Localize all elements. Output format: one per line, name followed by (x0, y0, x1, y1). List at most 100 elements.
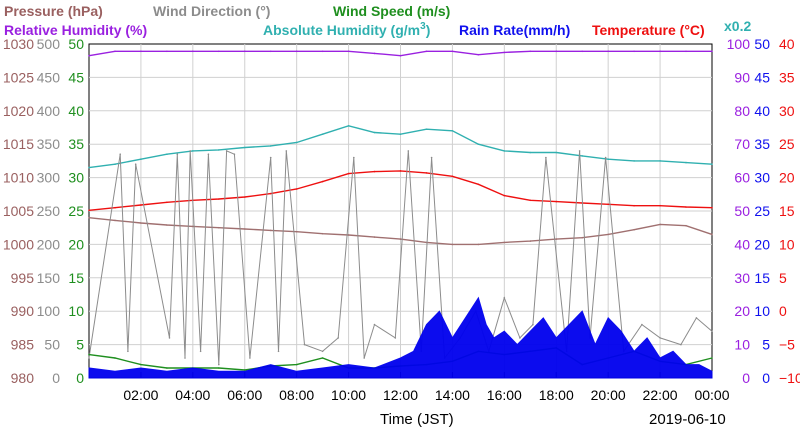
legend-absolute-humidity-close: ) (426, 22, 431, 38)
relative_humidity-data-point (503, 51, 506, 54)
pressure-data-point (581, 236, 583, 239)
relative_humidity-tick-label: 50 (734, 203, 750, 219)
pressure-data-point (347, 234, 350, 236)
relative_humidity-data-point (114, 163, 116, 165)
wind_speed-data-point (321, 357, 324, 359)
x-tick-label: 06:00 (227, 387, 262, 403)
relative_humidity-tick-label: 90 (734, 69, 750, 85)
temperature-data-point (373, 170, 376, 173)
pressure-tick-label: 985 (11, 337, 35, 353)
x-tick-label: 02:00 (123, 387, 158, 403)
temperature-data-point (166, 201, 168, 204)
pressure-data-point (659, 223, 661, 226)
relative_humidity-tick-label: 20 (734, 303, 750, 319)
temperature-data-point (321, 180, 324, 183)
wind_direction-data-point (394, 337, 397, 339)
relative_humidity-tick-label: 30 (734, 270, 750, 286)
temperature-data-point (711, 206, 713, 209)
rain_rate-tick-label: 30 (754, 170, 770, 186)
temperature-data-point (555, 200, 558, 203)
wind_speed-data-point (114, 357, 116, 359)
legend-absolute-humidity: Absolute Humidity (g/m3) (263, 21, 430, 38)
legend-absolute-humidity-scale: x0.2 (724, 18, 751, 34)
wind_direction-data-point (659, 337, 661, 339)
wind_direction-data-point (127, 350, 129, 353)
relative_humidity-data-point (399, 54, 402, 57)
relative_humidity-data-point (373, 52, 376, 55)
relative_humidity-tick-label: 0 (742, 370, 750, 386)
legend-rain-rate: Rain Rate(mm/h) (459, 22, 570, 38)
wind_direction-data-point (207, 153, 210, 155)
pressure-data-point (607, 233, 609, 236)
wind_direction-data-point (277, 350, 280, 353)
wind_direction-data-point (363, 357, 366, 359)
relative_humidity-data-point (347, 50, 350, 53)
wind_direction-data-point (269, 156, 272, 159)
relative_humidity-data-point (477, 53, 480, 56)
wind_direction-data-point (176, 153, 179, 155)
wind_direction-data-point (218, 363, 220, 366)
temperature-data-point (477, 183, 480, 186)
x-tick-label: 04:00 (175, 387, 210, 403)
wind_direction-tick-label: 400 (37, 103, 61, 119)
rain_rate-tick-label: 10 (754, 303, 770, 319)
wind_direction-data-point (303, 343, 306, 346)
temperature-tick-label: −10 (779, 370, 800, 386)
temperature-data-point (685, 206, 687, 208)
rain_rate-tick-label: 40 (754, 103, 770, 119)
relative_humidity-data-point (88, 54, 90, 57)
relative_humidity-data-point (659, 50, 661, 53)
wind_direction-data-point (321, 350, 324, 353)
pressure-tick-label: 1020 (3, 103, 34, 119)
temperature-data-point (295, 188, 298, 190)
temperature-tick-label: 5 (779, 270, 787, 286)
relative_humidity-data-point (269, 145, 272, 147)
pressure-data-point (399, 238, 402, 240)
pressure-data-point (685, 224, 687, 227)
x-tick-label: 10:00 (331, 387, 366, 403)
relative_humidity-data-point (581, 155, 583, 157)
temperature-data-point (607, 203, 609, 206)
temperature-tick-label: 25 (779, 136, 795, 152)
wind_direction-data-point (249, 357, 251, 359)
relative_humidity-data-point (711, 163, 713, 165)
wind_speed-data-point (295, 363, 298, 366)
relative_humidity-tick-label: 40 (734, 236, 750, 252)
wind_direction-data-point (695, 317, 698, 319)
wind_direction-tick-label: 200 (37, 236, 61, 252)
wind_direction-data-point (711, 330, 713, 333)
pressure-data-point (166, 224, 168, 226)
temperature-data-point (451, 175, 454, 178)
right-axes: 1009080706050403020100504540353025201510… (727, 36, 800, 386)
relative_humidity-data-point (555, 50, 558, 53)
wind_direction-data-point (680, 343, 682, 346)
relative_humidity-data-point (477, 143, 480, 145)
pressure-data-point (477, 243, 480, 246)
wind_direction-tick-label: 250 (37, 203, 61, 219)
x-tick-label: 00:00 (694, 387, 729, 403)
wind_speed-data-point (218, 367, 220, 369)
rain_rate-tick-label: 50 (754, 36, 770, 52)
rain_rate-tick-label: 45 (754, 69, 770, 85)
relative_humidity-data-point (425, 128, 428, 130)
wind_direction-tick-label: 100 (37, 303, 61, 319)
wind_speed-data-point (244, 369, 246, 371)
x-axis-ticks: 02:00 04:00 06:00 08:00 10:00 12:00 14:00 16:00… (123, 372, 730, 403)
pressure-tick-label: 980 (11, 370, 35, 386)
pressure-tick-label: 1000 (3, 236, 34, 252)
relative_humidity-data-point (295, 141, 298, 144)
wind_direction-data-point (225, 150, 228, 152)
relative_humidity-tick-label: 60 (734, 170, 750, 186)
wind_direction-tick-label: 150 (37, 270, 61, 286)
relative_humidity-data-point (244, 50, 246, 53)
pressure-data-point (555, 238, 558, 240)
pressure-data-point (269, 229, 272, 232)
wind_speed-data-point (711, 357, 713, 359)
relative_humidity-data-point (451, 50, 454, 53)
pressure-data-point (218, 226, 220, 229)
wind_direction-data-point (119, 153, 121, 155)
wind_speed-tick-label: 0 (76, 370, 84, 386)
wind_direction-data-point (285, 150, 288, 152)
wind_direction-data-point (199, 350, 202, 353)
x-tick-label: 22:00 (643, 387, 678, 403)
